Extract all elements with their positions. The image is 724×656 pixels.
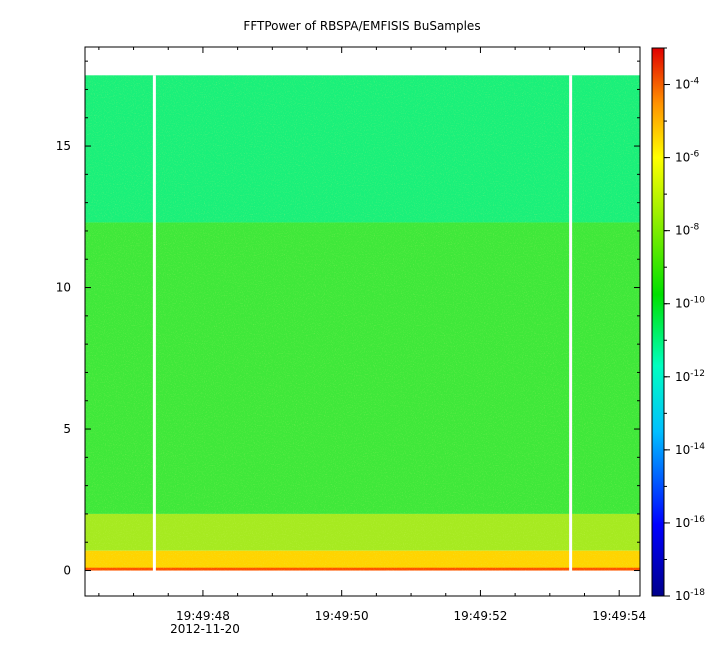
y-tick-label: 15 (56, 139, 71, 153)
x-tick-label: 19:49:52 (453, 609, 507, 623)
data-gap (569, 75, 573, 572)
colorbar-tick-label: 10-16 (675, 515, 705, 530)
colorbar-tick-label: 10-6 (675, 150, 700, 165)
colorbar-tick-label: 10-14 (675, 442, 705, 457)
colorbar-tick-label: 10-10 (675, 296, 705, 311)
colorbar (651, 47, 665, 597)
data-gap (152, 75, 156, 572)
colorbar-tick-label: 10-8 (675, 223, 700, 238)
colorbar-ticks: 10-4 10-6 10-8 10-10 10-12 10-14 10-16 10-18 (664, 47, 705, 603)
plot-area (85, 75, 640, 572)
y-tick-label: 10 (56, 281, 71, 295)
y-tick-label: 5 (63, 422, 71, 436)
colorbar-tick-label: 10-12 (675, 369, 705, 384)
x-tick-label: 19:49:54 (592, 609, 646, 623)
colorbar-tick-label: 10-4 (675, 77, 700, 92)
chart-title: FFTPower of RBSPA/EMFISIS BuSamples (243, 19, 480, 33)
y-tick-label: 0 (63, 564, 71, 578)
y-axis: 0 5 10 15 (56, 60, 640, 578)
x-tick-label: 19:49:50 (315, 609, 369, 623)
x-tick-label: 19:49:48 (176, 609, 230, 623)
colorbar-tick-label: 10-18 (675, 588, 705, 603)
x-date-label: 2012-11-20 (170, 622, 240, 636)
plot-frame (84, 46, 641, 597)
x-axis: 19:49:48 19:49:50 19:49:52 19:49:54 (98, 47, 646, 623)
spectrum-noise-texture (85, 75, 640, 571)
